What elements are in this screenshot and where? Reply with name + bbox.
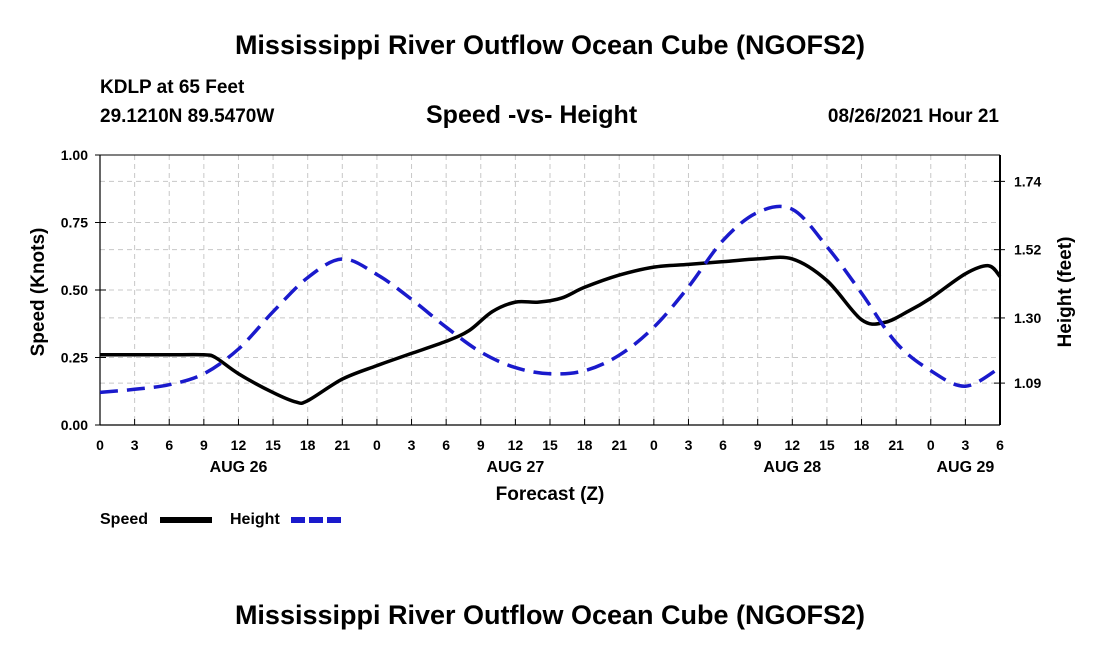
x-tick-label: 6	[996, 437, 1004, 453]
chart-main-title: Mississippi River Outflow Ocean Cube (NG…	[234, 30, 866, 60]
y-tick-label: 1.00	[61, 147, 88, 163]
footer-title: Mississippi River Outflow Ocean Cube (NG…	[234, 600, 866, 630]
x-tick-label: 9	[754, 437, 762, 453]
y-tick-label: 0.50	[61, 282, 88, 298]
x-tick-label: 9	[477, 437, 485, 453]
y2-axis-label: Height (feet)	[1055, 237, 1076, 348]
x-date-label: AUG 27	[486, 459, 544, 476]
x-tick-label: 3	[685, 437, 693, 453]
x-tick-label: 15	[265, 437, 281, 453]
station-label: KDLP at 65 Feet	[100, 77, 245, 98]
x-tick-label: 12	[508, 437, 524, 453]
x-tick-label: 21	[335, 437, 351, 453]
x-tick-label: 18	[854, 437, 870, 453]
y2-tick-label: 1.30	[1014, 310, 1041, 326]
x-tick-label: 6	[165, 437, 173, 453]
y2-tick-label: 1.74	[1014, 173, 1041, 189]
series-line-height	[99, 204, 1001, 395]
forecast-datetime: 08/26/2021 Hour 21	[827, 106, 999, 127]
x-date-label: AUG 29	[936, 459, 994, 476]
x-date-label: AUG 28	[763, 459, 821, 476]
x-tick-label: 21	[611, 437, 627, 453]
x-tick-label: 3	[408, 437, 416, 453]
series-line-speed	[99, 255, 1002, 406]
x-tick-label: 0	[650, 437, 658, 453]
x-tick-label: 0	[927, 437, 935, 453]
legend-label-speed: Speed	[100, 511, 148, 528]
x-tick-label: 3	[131, 437, 139, 453]
chart-subtitle: Speed -vs- Height	[426, 101, 638, 129]
x-tick-label: 0	[96, 437, 104, 453]
y2-tick-label: 1.52	[1014, 242, 1041, 258]
x-tick-label: 21	[888, 437, 904, 453]
x-tick-label: 0	[373, 437, 381, 453]
y-tick-label: 0.00	[61, 417, 88, 433]
x-date-label: AUG 26	[210, 459, 268, 476]
x-tick-label: 6	[719, 437, 727, 453]
legend-label-height: Height	[230, 511, 280, 528]
y-tick-label: 0.25	[61, 350, 88, 366]
x-tick-label: 18	[300, 437, 316, 453]
y-tick-label: 0.75	[61, 215, 88, 231]
y-axis-label: Speed (Knots)	[28, 228, 49, 357]
x-tick-label: 9	[200, 437, 208, 453]
x-tick-label: 6	[442, 437, 450, 453]
y2-tick-label: 1.09	[1014, 375, 1041, 391]
station-coordinates: 29.1210N 89.5470W	[100, 106, 275, 127]
x-tick-label: 18	[577, 437, 593, 453]
x-axis-label: Forecast (Z)	[496, 484, 605, 505]
x-tick-label: 15	[819, 437, 835, 453]
x-tick-label: 12	[231, 437, 247, 453]
x-tick-label: 3	[961, 437, 969, 453]
x-tick-label: 12	[785, 437, 801, 453]
x-tick-label: 15	[542, 437, 558, 453]
